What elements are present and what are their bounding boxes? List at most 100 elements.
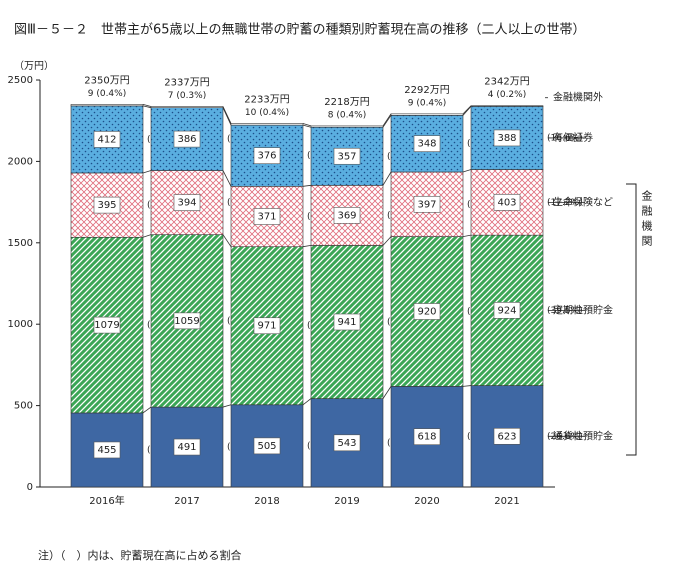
y-tick-label: 2500 bbox=[8, 75, 33, 86]
x-tick-label: 2016年 bbox=[89, 494, 124, 507]
share-label: (16.6%) bbox=[547, 133, 583, 143]
y-tick-label: 0 bbox=[27, 482, 33, 493]
total-label: 2342万円 bbox=[484, 77, 529, 88]
value-label: 971 bbox=[257, 321, 276, 332]
value-box bbox=[253, 147, 281, 165]
bar-segment bbox=[230, 123, 304, 126]
value-box bbox=[173, 312, 201, 330]
value-label: 924 bbox=[497, 305, 516, 316]
chart-title: 図Ⅲ－５－２ 世帯主が65歳以上の無職世帯の貯蓄の種類別貯蓄現在高の推移（二人以… bbox=[14, 22, 586, 38]
value-label: 4 (0.2%) bbox=[488, 90, 526, 100]
y-tick-label: 1500 bbox=[8, 238, 33, 249]
connector bbox=[222, 107, 232, 126]
legend-label: 定期性預貯金 bbox=[553, 303, 613, 316]
x-tick-label: 2017 bbox=[174, 496, 199, 507]
value-box bbox=[93, 441, 121, 459]
value-label: 395 bbox=[97, 200, 116, 211]
value-box bbox=[333, 313, 361, 331]
value-label: 394 bbox=[177, 198, 196, 209]
value-label: 357 bbox=[337, 151, 356, 162]
bar-segment bbox=[470, 105, 544, 107]
value-label: 371 bbox=[257, 212, 276, 223]
value-label: 455 bbox=[97, 445, 116, 456]
value-box bbox=[493, 302, 521, 319]
value-box bbox=[413, 195, 441, 213]
connector bbox=[302, 184, 312, 187]
value-label: 618 bbox=[417, 432, 436, 443]
connector bbox=[382, 113, 392, 127]
legend-label: 生命保険など bbox=[553, 195, 613, 208]
connector bbox=[462, 106, 472, 116]
value-label: 412 bbox=[97, 134, 116, 145]
connector bbox=[382, 115, 392, 128]
value-box bbox=[493, 427, 521, 445]
value-label: 920 bbox=[417, 307, 436, 318]
value-label: 8 (0.4%) bbox=[328, 110, 366, 120]
x-tick-label: 2019 bbox=[334, 496, 359, 507]
value-box bbox=[333, 147, 361, 165]
bracket-label: 金融機関 bbox=[640, 189, 653, 250]
x-tick-label: 2018 bbox=[254, 496, 279, 507]
connector bbox=[142, 406, 152, 414]
connector bbox=[142, 104, 152, 107]
connector bbox=[462, 105, 472, 115]
y-tick-label: 1000 bbox=[8, 319, 33, 330]
connector bbox=[462, 234, 472, 238]
value-box bbox=[93, 131, 121, 148]
value-label: 7 (0.3%) bbox=[168, 91, 206, 101]
connector bbox=[462, 385, 472, 387]
value-box bbox=[93, 196, 121, 214]
value-label: 1079 bbox=[94, 320, 119, 331]
value-label: 397 bbox=[417, 199, 436, 210]
total-label: 2292万円 bbox=[404, 85, 449, 96]
connector bbox=[302, 123, 312, 127]
value-label: 491 bbox=[177, 442, 196, 453]
share-label: (26.6%) bbox=[547, 432, 583, 442]
value-box bbox=[413, 428, 441, 445]
connector bbox=[382, 386, 392, 399]
x-tick-label: 2020 bbox=[414, 496, 439, 507]
value-box bbox=[493, 194, 521, 211]
connector bbox=[382, 171, 392, 186]
value-label: 388 bbox=[497, 133, 516, 144]
y-tick-label: 2000 bbox=[8, 156, 33, 167]
value-box bbox=[413, 303, 441, 320]
connector bbox=[142, 105, 152, 109]
connector bbox=[222, 234, 232, 247]
note: 注）（ ）内は、貯蓄現在高に占める割合 bbox=[38, 548, 242, 562]
value-box bbox=[173, 194, 201, 211]
value-label: 623 bbox=[497, 431, 516, 442]
connector bbox=[142, 170, 152, 174]
y-tick-label: 500 bbox=[14, 401, 33, 412]
value-label: 505 bbox=[257, 441, 276, 452]
value-box bbox=[93, 316, 121, 334]
value-label: 376 bbox=[257, 151, 276, 162]
connector bbox=[142, 234, 152, 238]
value-label: 1059 bbox=[174, 316, 199, 327]
bar-segment bbox=[390, 113, 464, 116]
value-box bbox=[173, 130, 201, 148]
value-label: 941 bbox=[337, 317, 356, 328]
value-box bbox=[333, 207, 361, 224]
connector bbox=[222, 404, 232, 408]
total-label: 2337万円 bbox=[164, 78, 209, 89]
value-box bbox=[253, 317, 281, 335]
bar-segment bbox=[150, 106, 224, 108]
bar-segment bbox=[310, 125, 384, 128]
connector bbox=[462, 169, 472, 173]
value-label: 369 bbox=[337, 210, 356, 221]
value-label: 348 bbox=[417, 139, 436, 150]
value-label: 543 bbox=[337, 438, 356, 449]
value-label: 9 (0.4%) bbox=[88, 89, 126, 99]
total-label: 2233万円 bbox=[244, 94, 289, 105]
bar-segment bbox=[70, 104, 144, 107]
value-box bbox=[173, 438, 201, 456]
value-label: 10 (0.4%) bbox=[245, 108, 289, 118]
legend-label: 通貨性預貯金 bbox=[553, 429, 613, 442]
value-box bbox=[253, 437, 281, 455]
share-label: (39.5%) bbox=[547, 306, 583, 316]
value-label: 386 bbox=[177, 134, 196, 145]
value-box bbox=[333, 434, 361, 452]
connector bbox=[302, 398, 312, 406]
bracket bbox=[626, 183, 637, 456]
